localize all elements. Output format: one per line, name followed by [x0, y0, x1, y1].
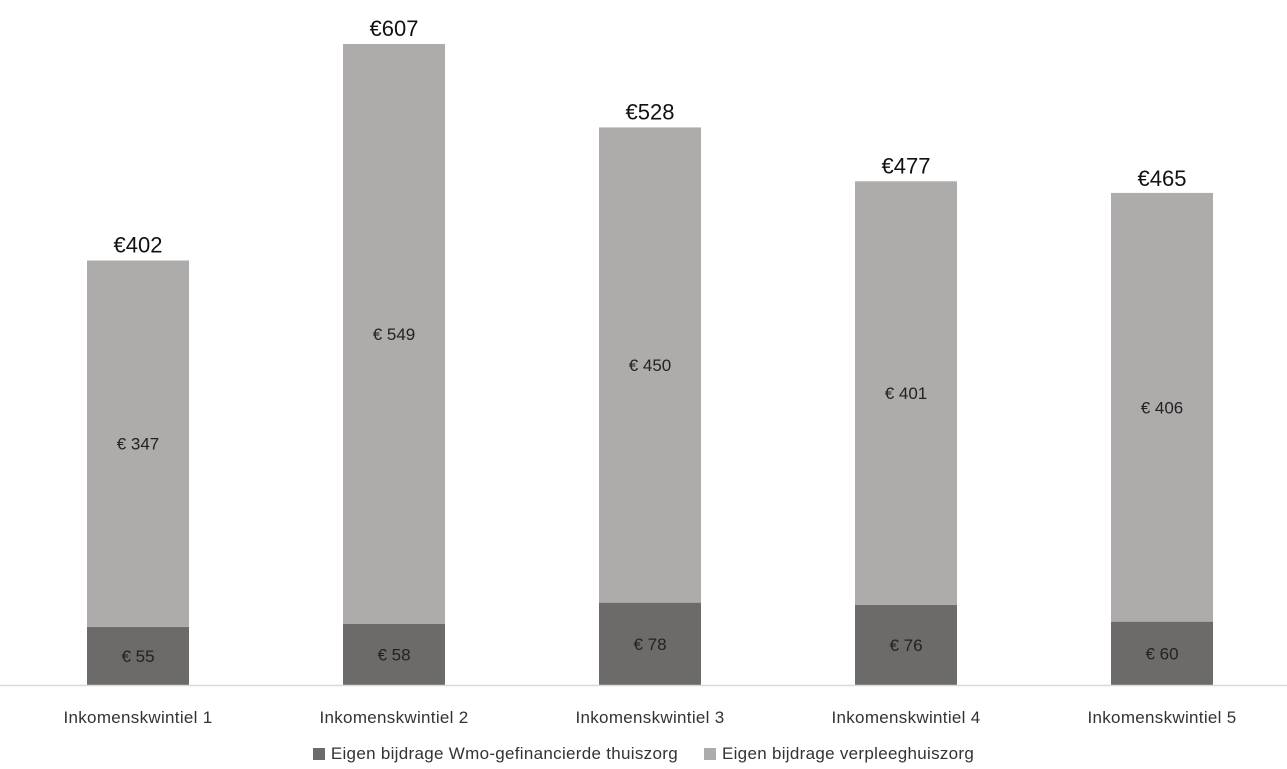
total-label-5: €465 [1138, 166, 1187, 191]
data-label-eigen-bijdrage-verpleeghuiszorg-1: € 347 [117, 435, 160, 454]
data-label-eigen-bijdrage-verpleeghuiszorg-2: € 549 [373, 325, 416, 344]
data-label-eigen-bijdrage-verpleeghuiszorg-3: € 450 [629, 356, 672, 375]
x-tick-label-3: Inkomenskwintiel 3 [575, 708, 724, 727]
total-label-2: €607 [370, 16, 419, 41]
x-tick-label-2: Inkomenskwintiel 2 [319, 708, 468, 727]
total-label-4: €477 [882, 153, 931, 178]
legend-swatch-thuiszorg [312, 748, 325, 760]
bar-segment-eigen-bijdrage-verpleeghuiszorg-3 [599, 127, 701, 603]
legend-label-verpleeghuiszorg: Eigen bijdrage verpleeghuiszorg [721, 744, 975, 763]
bar-segment-eigen-bijdrage-wmo-gefinancierde-thuiszorg-5 [1111, 621, 1213, 685]
data-label-eigen-bijdrage-wmo-gefinancierde-thuiszorg-5: € 60 [1145, 644, 1178, 663]
data-label-eigen-bijdrage-verpleeghuiszorg-4: € 401 [885, 384, 928, 403]
bar-segment-eigen-bijdrage-verpleeghuiszorg-2 [343, 44, 445, 624]
bar-segment-eigen-bijdrage-wmo-gefinancierde-thuiszorg-4 [855, 604, 957, 685]
total-label-1: €402 [114, 232, 163, 257]
legend-swatch-verpleeghuiszorg [703, 748, 716, 760]
bar-segment-eigen-bijdrage-verpleeghuiszorg-4 [855, 181, 957, 605]
data-label-eigen-bijdrage-wmo-gefinancierde-thuiszorg-3: € 78 [633, 635, 666, 654]
bar-segment-eigen-bijdrage-wmo-gefinancierde-thuiszorg-3 [599, 602, 701, 685]
bar-segment-eigen-bijdrage-verpleeghuiszorg-5 [1111, 192, 1213, 622]
x-tick-label-1: Inkomenskwintiel 1 [63, 708, 212, 727]
data-label-eigen-bijdrage-wmo-gefinancierde-thuiszorg-1: € 55 [121, 647, 154, 666]
legend-label-thuiszorg: Eigen bijdrage Wmo-gefinancierde thuiszo… [330, 744, 678, 763]
x-tick-label-5: Inkomenskwintiel 5 [1087, 708, 1236, 727]
bar-segment-eigen-bijdrage-verpleeghuiszorg-1 [87, 260, 189, 627]
legend-item-verpleeghuiszorg: Eigen bijdrage verpleeghuiszorg [703, 744, 975, 764]
legend-item-thuiszorg: Eigen bijdrage Wmo-gefinancierde thuiszo… [312, 744, 678, 764]
data-label-eigen-bijdrage-wmo-gefinancierde-thuiszorg-4: € 76 [889, 636, 922, 655]
x-tick-label-4: Inkomenskwintiel 4 [831, 708, 980, 727]
bar-segment-eigen-bijdrage-wmo-gefinancierde-thuiszorg-1 [87, 626, 189, 685]
legend: Eigen bijdrage Wmo-gefinancierde thuiszo… [0, 744, 1287, 764]
data-label-eigen-bijdrage-wmo-gefinancierde-thuiszorg-2: € 58 [377, 645, 410, 664]
total-label-3: €528 [626, 99, 675, 124]
bar-segment-eigen-bijdrage-wmo-gefinancierde-thuiszorg-2 [343, 623, 445, 685]
data-label-eigen-bijdrage-verpleeghuiszorg-5: € 406 [1141, 398, 1184, 417]
